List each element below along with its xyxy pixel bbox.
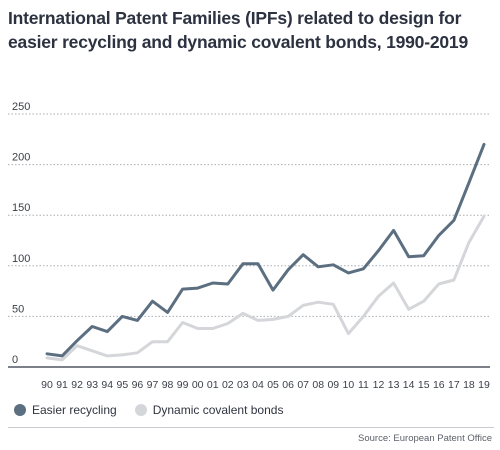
x-tick-label-18: 18 <box>463 379 475 391</box>
x-tick-label-02: 02 <box>222 379 234 391</box>
x-tick-label-98: 98 <box>162 379 174 391</box>
x-tick-label-16: 16 <box>433 379 445 391</box>
y-tick-label-250: 250 <box>12 101 30 113</box>
x-tick-label-03: 03 <box>237 379 249 391</box>
legend-item-easier-recycling: Easier recycling <box>14 403 117 417</box>
legend-label-dynamic-covalent-bonds: Dynamic covalent bonds <box>152 403 284 417</box>
x-tick-label-10: 10 <box>343 379 355 391</box>
x-tick-label-91: 91 <box>56 379 68 391</box>
x-tick-label-11: 11 <box>358 379 369 391</box>
x-tick-label-97: 97 <box>147 379 159 391</box>
x-tick-label-12: 12 <box>373 379 385 391</box>
x-tick-label-05: 05 <box>267 379 279 391</box>
legend-label-easier-recycling: Easier recycling <box>32 403 117 417</box>
x-tick-label-19: 19 <box>478 379 490 391</box>
series-line-easier-recycling <box>45 142 486 358</box>
y-tick-label-150: 150 <box>12 202 30 214</box>
x-tick-label-94: 94 <box>101 379 113 391</box>
y-tick-label-100: 100 <box>12 253 30 265</box>
x-tick-label-13: 13 <box>388 379 400 391</box>
legend-item-dynamic-covalent-bonds: Dynamic covalent bonds <box>134 403 284 417</box>
x-tick-label-04: 04 <box>252 379 264 391</box>
x-tick-label-15: 15 <box>418 379 430 391</box>
x-tick-label-93: 93 <box>86 379 98 391</box>
x-tick-label-09: 09 <box>327 379 339 391</box>
source-note: Source: European Patent Office <box>358 433 492 444</box>
y-tick-label-0: 0 <box>12 354 18 366</box>
x-tick-label-14: 14 <box>403 379 415 391</box>
footer-divider <box>8 427 494 428</box>
legend: Easier recycling Dynamic covalent bonds <box>14 403 301 417</box>
series-line-dynamic-covalent-bonds <box>45 214 486 362</box>
x-tick-label-17: 17 <box>448 379 460 391</box>
legend-swatch-dynamic-covalent-bonds <box>134 404 147 416</box>
x-tick-label-00: 00 <box>192 379 204 391</box>
y-tick-label-200: 200 <box>12 152 30 164</box>
x-tick-label-96: 96 <box>132 379 144 391</box>
x-tick-label-06: 06 <box>282 379 294 391</box>
chart-title: International Patent Families (IPFs) rel… <box>8 8 468 52</box>
x-tick-label-92: 92 <box>71 379 83 391</box>
legend-swatch-easier-recycling <box>14 404 26 416</box>
y-tick-label-50: 50 <box>12 303 24 315</box>
x-tick-label-95: 95 <box>117 379 129 391</box>
x-tick-label-90: 90 <box>41 379 53 391</box>
x-tick-label-01: 01 <box>207 379 219 391</box>
x-tick-label-07: 07 <box>297 379 309 391</box>
x-tick-label-08: 08 <box>312 379 324 391</box>
x-tick-label-99: 99 <box>177 379 189 391</box>
